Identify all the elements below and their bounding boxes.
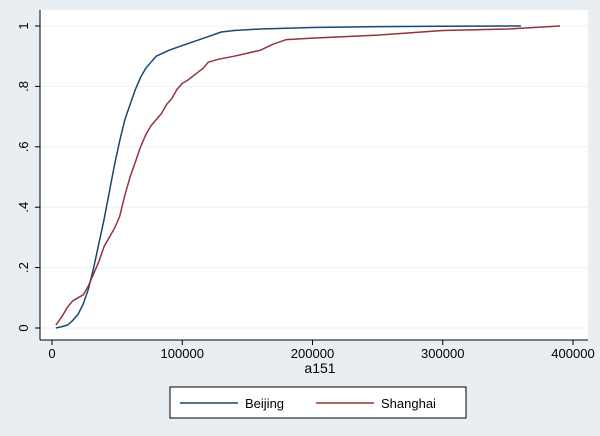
legend-label-shanghai: Shanghai	[381, 396, 436, 411]
legend: Beijing Shanghai	[169, 386, 467, 419]
x-tick-label-3: 300000	[421, 346, 464, 361]
x-tick-label-4: 400000	[551, 346, 594, 361]
legend-label-beijing: Beijing	[245, 396, 284, 411]
x-tick-label-1: 100000	[161, 346, 204, 361]
y-axis-ticks: 0 .2 .4 .6 .8 1	[16, 22, 40, 332]
y-tick-label-1: .2	[16, 262, 31, 273]
series-line-shanghai	[55, 25, 561, 326]
x-tick-label-2: 200000	[291, 346, 334, 361]
x-tick-label-0: 0	[48, 346, 55, 361]
x-axis-ticks: 0 100000 200000 300000 400000	[48, 340, 595, 361]
x-axis-title: a151	[304, 360, 335, 376]
plot-area	[40, 10, 588, 340]
y-tick-label-3: .6	[16, 141, 31, 152]
y-tick-label-2: .4	[16, 202, 31, 213]
y-tick-label-5: 1	[16, 22, 31, 29]
series-line-beijing	[55, 25, 521, 329]
y-tick-label-4: .8	[16, 81, 31, 92]
y-tick-label-0: 0	[16, 324, 31, 331]
series-lines	[55, 25, 561, 329]
